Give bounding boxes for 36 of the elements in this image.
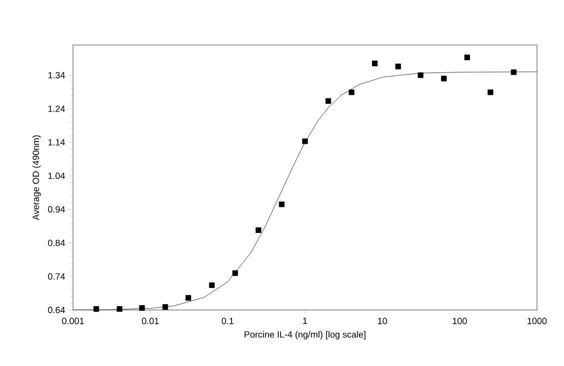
point bbox=[395, 64, 401, 70]
point bbox=[418, 72, 424, 78]
point bbox=[325, 98, 332, 104]
point bbox=[209, 282, 215, 288]
point bbox=[232, 270, 238, 276]
x-tick-label: 100 bbox=[452, 318, 467, 324]
point bbox=[488, 89, 494, 96]
point bbox=[186, 295, 192, 301]
point bbox=[348, 89, 354, 96]
x-axis-title: Porcine IL-4 (ng/ml) [log scale] bbox=[244, 331, 366, 340]
y-tick-label: 1.14 bbox=[48, 139, 65, 146]
point bbox=[441, 76, 447, 82]
point bbox=[510, 69, 517, 75]
y-axis-title: Average OD (490nm) bbox=[32, 135, 41, 220]
x-tick-label: 0.001 bbox=[62, 318, 84, 324]
x-tick-label: 1 bbox=[303, 318, 308, 324]
y-tick-label: 0.64 bbox=[48, 306, 65, 314]
x-tick-label: 1000 bbox=[528, 318, 547, 324]
point bbox=[302, 138, 308, 144]
point bbox=[278, 202, 285, 208]
y-tick-label: 1.34 bbox=[48, 72, 65, 78]
point bbox=[139, 305, 145, 311]
point bbox=[372, 60, 378, 66]
y-tick-label: 1.24 bbox=[48, 106, 65, 112]
y-tick-label: 0.74 bbox=[48, 273, 65, 280]
point bbox=[464, 54, 470, 60]
x-tick-label: 0.1 bbox=[222, 318, 234, 324]
point bbox=[93, 306, 100, 312]
x-tick-label: 0.01 bbox=[142, 318, 159, 324]
point bbox=[162, 304, 168, 310]
y-tick-label: 0.94 bbox=[48, 206, 65, 213]
y-tick-label: 0.84 bbox=[48, 240, 65, 246]
y-tick-label: 1.04 bbox=[48, 172, 65, 180]
point bbox=[116, 306, 122, 312]
x-tick-label: 10 bbox=[378, 318, 387, 324]
point bbox=[256, 227, 262, 233]
